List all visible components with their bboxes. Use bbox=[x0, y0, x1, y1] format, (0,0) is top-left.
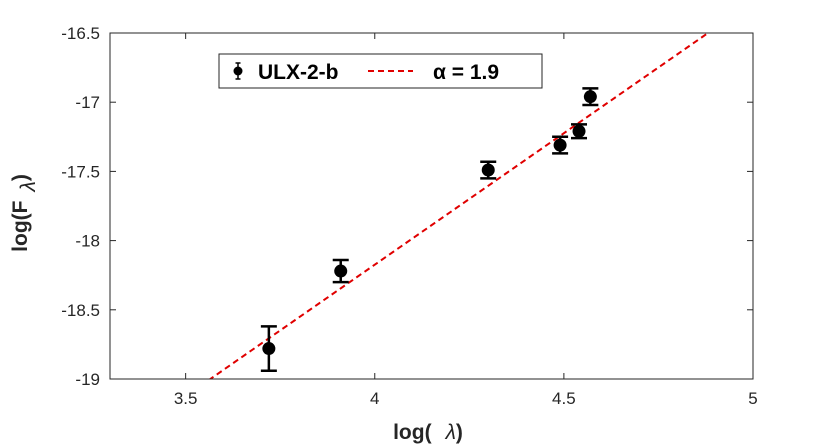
point-marker bbox=[334, 264, 348, 278]
y-tick-label: -18 bbox=[75, 232, 100, 251]
y-axis-title: log(F λ) bbox=[9, 174, 40, 252]
y-tick-label: -17.5 bbox=[61, 162, 100, 181]
point-marker bbox=[572, 124, 586, 138]
x-tick-label: 4 bbox=[370, 389, 379, 408]
data-point bbox=[552, 135, 569, 155]
x-axis-title-suffix: ) bbox=[456, 421, 463, 444]
x-axis-title: log( λ) bbox=[393, 421, 463, 444]
y-axis-title-suffix: ) bbox=[9, 174, 32, 181]
data-point bbox=[480, 160, 497, 180]
x-tick-label: 5 bbox=[748, 389, 757, 408]
y-axis-title-symbol: λ bbox=[17, 181, 40, 192]
x-axis-title-prefix: log( bbox=[393, 421, 431, 444]
x-axis-title-symbol: λ bbox=[445, 421, 456, 444]
data-point bbox=[332, 258, 349, 284]
legend-label-fit: α = 1.9 bbox=[433, 61, 499, 84]
fit-line bbox=[208, 33, 710, 379]
ticks-layer: 3.5 4 4.5 5 -16.5 -17 -17.5 -18 -18.5 -19 bbox=[61, 24, 757, 408]
y-tick-label: -16.5 bbox=[61, 24, 100, 43]
y-tick-label: -18.5 bbox=[61, 301, 100, 320]
data-point bbox=[571, 123, 588, 140]
point-marker bbox=[481, 163, 495, 177]
data-point bbox=[260, 325, 277, 372]
points-layer bbox=[260, 87, 599, 372]
y-axis-title-prefix: log(F bbox=[9, 200, 32, 251]
fit-layer bbox=[208, 33, 710, 379]
x-tick-label: 4.5 bbox=[552, 389, 576, 408]
point-marker bbox=[583, 90, 597, 104]
point-marker bbox=[262, 342, 276, 356]
legend-errorbar-icon bbox=[233, 62, 243, 80]
data-point bbox=[582, 87, 599, 107]
y-tick-label: -19 bbox=[75, 370, 100, 389]
y-tick-label: -17 bbox=[75, 93, 100, 112]
plot-frame bbox=[109, 32, 754, 380]
point-marker bbox=[553, 138, 567, 152]
legend: ULX-2-b α = 1.9 bbox=[218, 53, 543, 89]
legend-label-data: ULX-2-b bbox=[258, 61, 339, 84]
x-tick-label: 3.5 bbox=[174, 389, 198, 408]
